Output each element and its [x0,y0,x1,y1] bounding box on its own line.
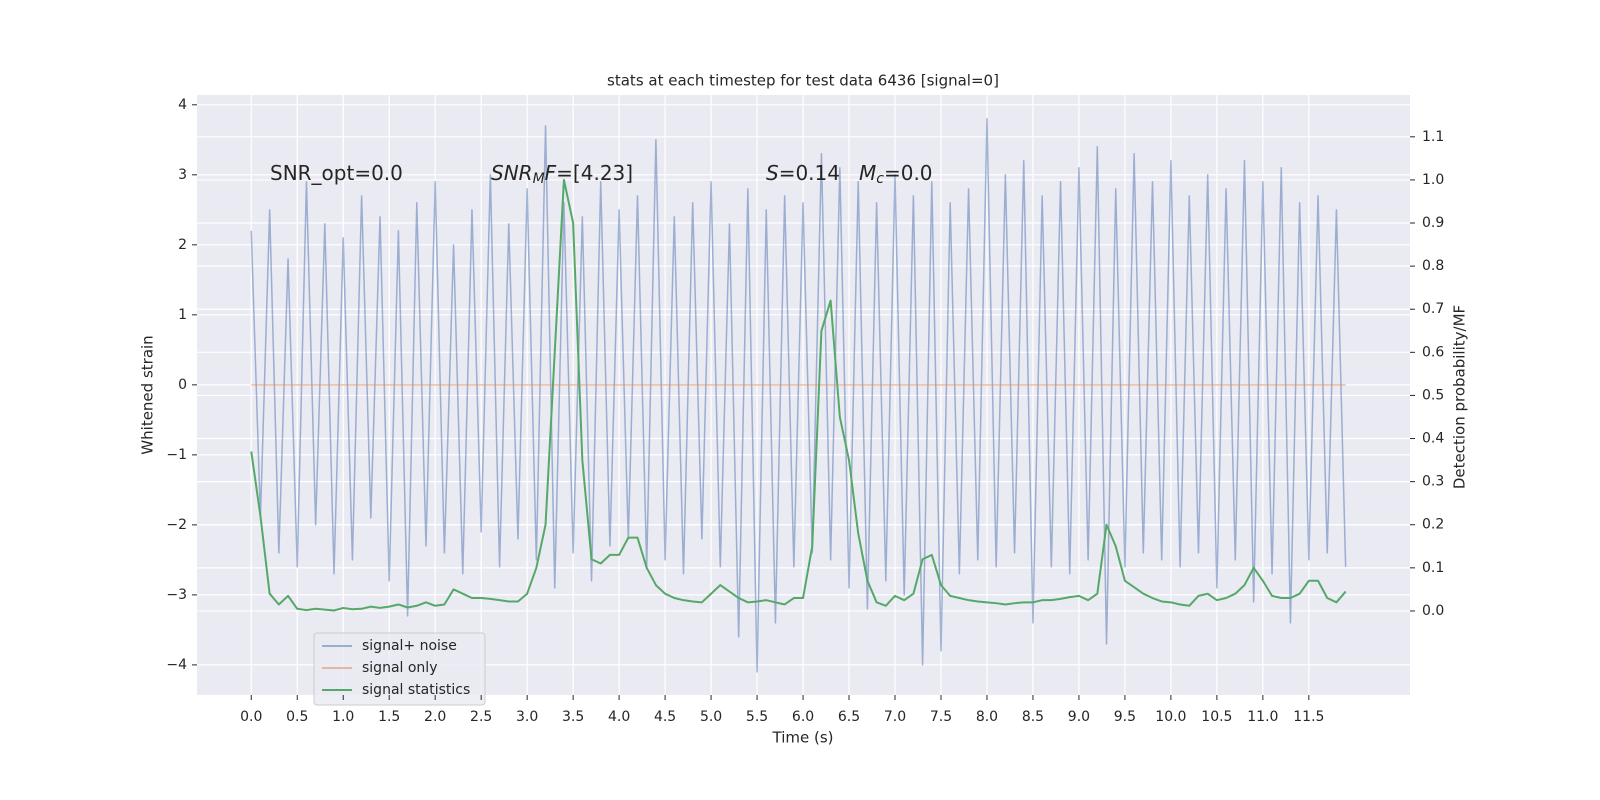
y-tick-label: −4 [166,657,187,673]
x-tick-label: 10.0 [1155,709,1186,725]
chart-title: stats at each timestep for test data 643… [607,72,999,90]
x-tick-label: 11.5 [1293,709,1324,725]
x-tick-label: 4.5 [654,709,676,725]
y-tick-label: −1 [166,447,187,463]
annotation: SNRMF=[4.23] [491,161,633,188]
x-tick-label: 8.0 [976,709,998,725]
annotation: S=0.14 [766,161,840,185]
annotation-part: =0.0 [884,161,933,185]
annotation-part: =0.14 [779,161,840,185]
legend-label: signal statistics [362,682,470,698]
x-tick-label: 6.0 [792,709,814,725]
y2-tick-label: 0.1 [1422,560,1444,576]
annotation-part: M [533,171,545,187]
y2-tick-label: 0.4 [1422,431,1444,447]
x-tick-label: 3.5 [562,709,584,725]
y2-tick-label: 0.2 [1422,517,1444,533]
x-tick-label: 5.5 [746,709,768,725]
x-tick-label: 0.0 [240,709,262,725]
legend-label: signal+ noise [362,638,457,654]
y2-tick-label: 0.3 [1422,474,1444,490]
x-tick-label: 7.0 [884,709,906,725]
y2-tick-label: 0.0 [1422,603,1444,619]
y2-tick-label: 0.5 [1422,387,1444,403]
x-tick-label: 8.5 [1022,709,1044,725]
x-tick-label: 2.5 [470,709,492,725]
annotation-part: M [859,161,876,185]
annotation-part: F [545,161,557,185]
legend-label: signal only [362,660,437,676]
x-tick-label: 5.0 [700,709,722,725]
legend: signal+ noise signal only signal statistic… [313,632,486,706]
series-line [250,178,1347,612]
x-tick-label: 9.0 [1068,709,1090,725]
y-tick-label: 1 [178,307,187,323]
y-tick-label: 0 [178,377,187,393]
x-tick-label: 3.0 [516,709,538,725]
x-tick-label: 2.0 [424,709,446,725]
annotation: Mc=0.0 [859,161,933,188]
y2-tick-label: 0.6 [1422,344,1444,360]
y-axis-label: Whitened strain [139,335,157,454]
annotation-part: =[4.23] [556,161,633,185]
y2-tick-label: 0.7 [1422,301,1444,317]
y2-tick-label: 1.1 [1422,129,1444,145]
annotation: SNR_opt=0.0 [270,161,403,185]
x-tick-label: 1.5 [378,709,400,725]
x-axis-label: Time (s) [772,729,834,747]
y-tick-label: −2 [166,517,187,533]
y2-tick-label: 0.8 [1422,258,1444,274]
y-tick-label: 2 [178,237,187,253]
annotation-part: SNR_opt=0.0 [270,161,403,185]
x-tick-label: 6.5 [838,709,860,725]
annotation-part: SNR [491,161,533,185]
y-tick-label: 3 [178,167,187,183]
x-tick-label: 11.0 [1247,709,1278,725]
y-tick-label: −3 [166,587,187,603]
y2-tick-label: 1.0 [1422,172,1444,188]
y2-tick-label: 0.9 [1422,215,1444,231]
x-tick-label: 10.5 [1201,709,1232,725]
legend-box [313,632,486,706]
x-tick-label: 4.0 [608,709,630,725]
annotation-part: S [766,161,779,185]
x-tick-label: 1.0 [332,709,354,725]
y-tick-label: 4 [178,97,187,113]
y2-axis-label: Detection probability/MF [1451,305,1469,489]
x-tick-label: 9.5 [1114,709,1136,725]
x-tick-label: 0.5 [286,709,308,725]
series-lines [250,118,1347,673]
x-tick-label: 7.5 [930,709,952,725]
annotation-part: c [876,171,884,187]
